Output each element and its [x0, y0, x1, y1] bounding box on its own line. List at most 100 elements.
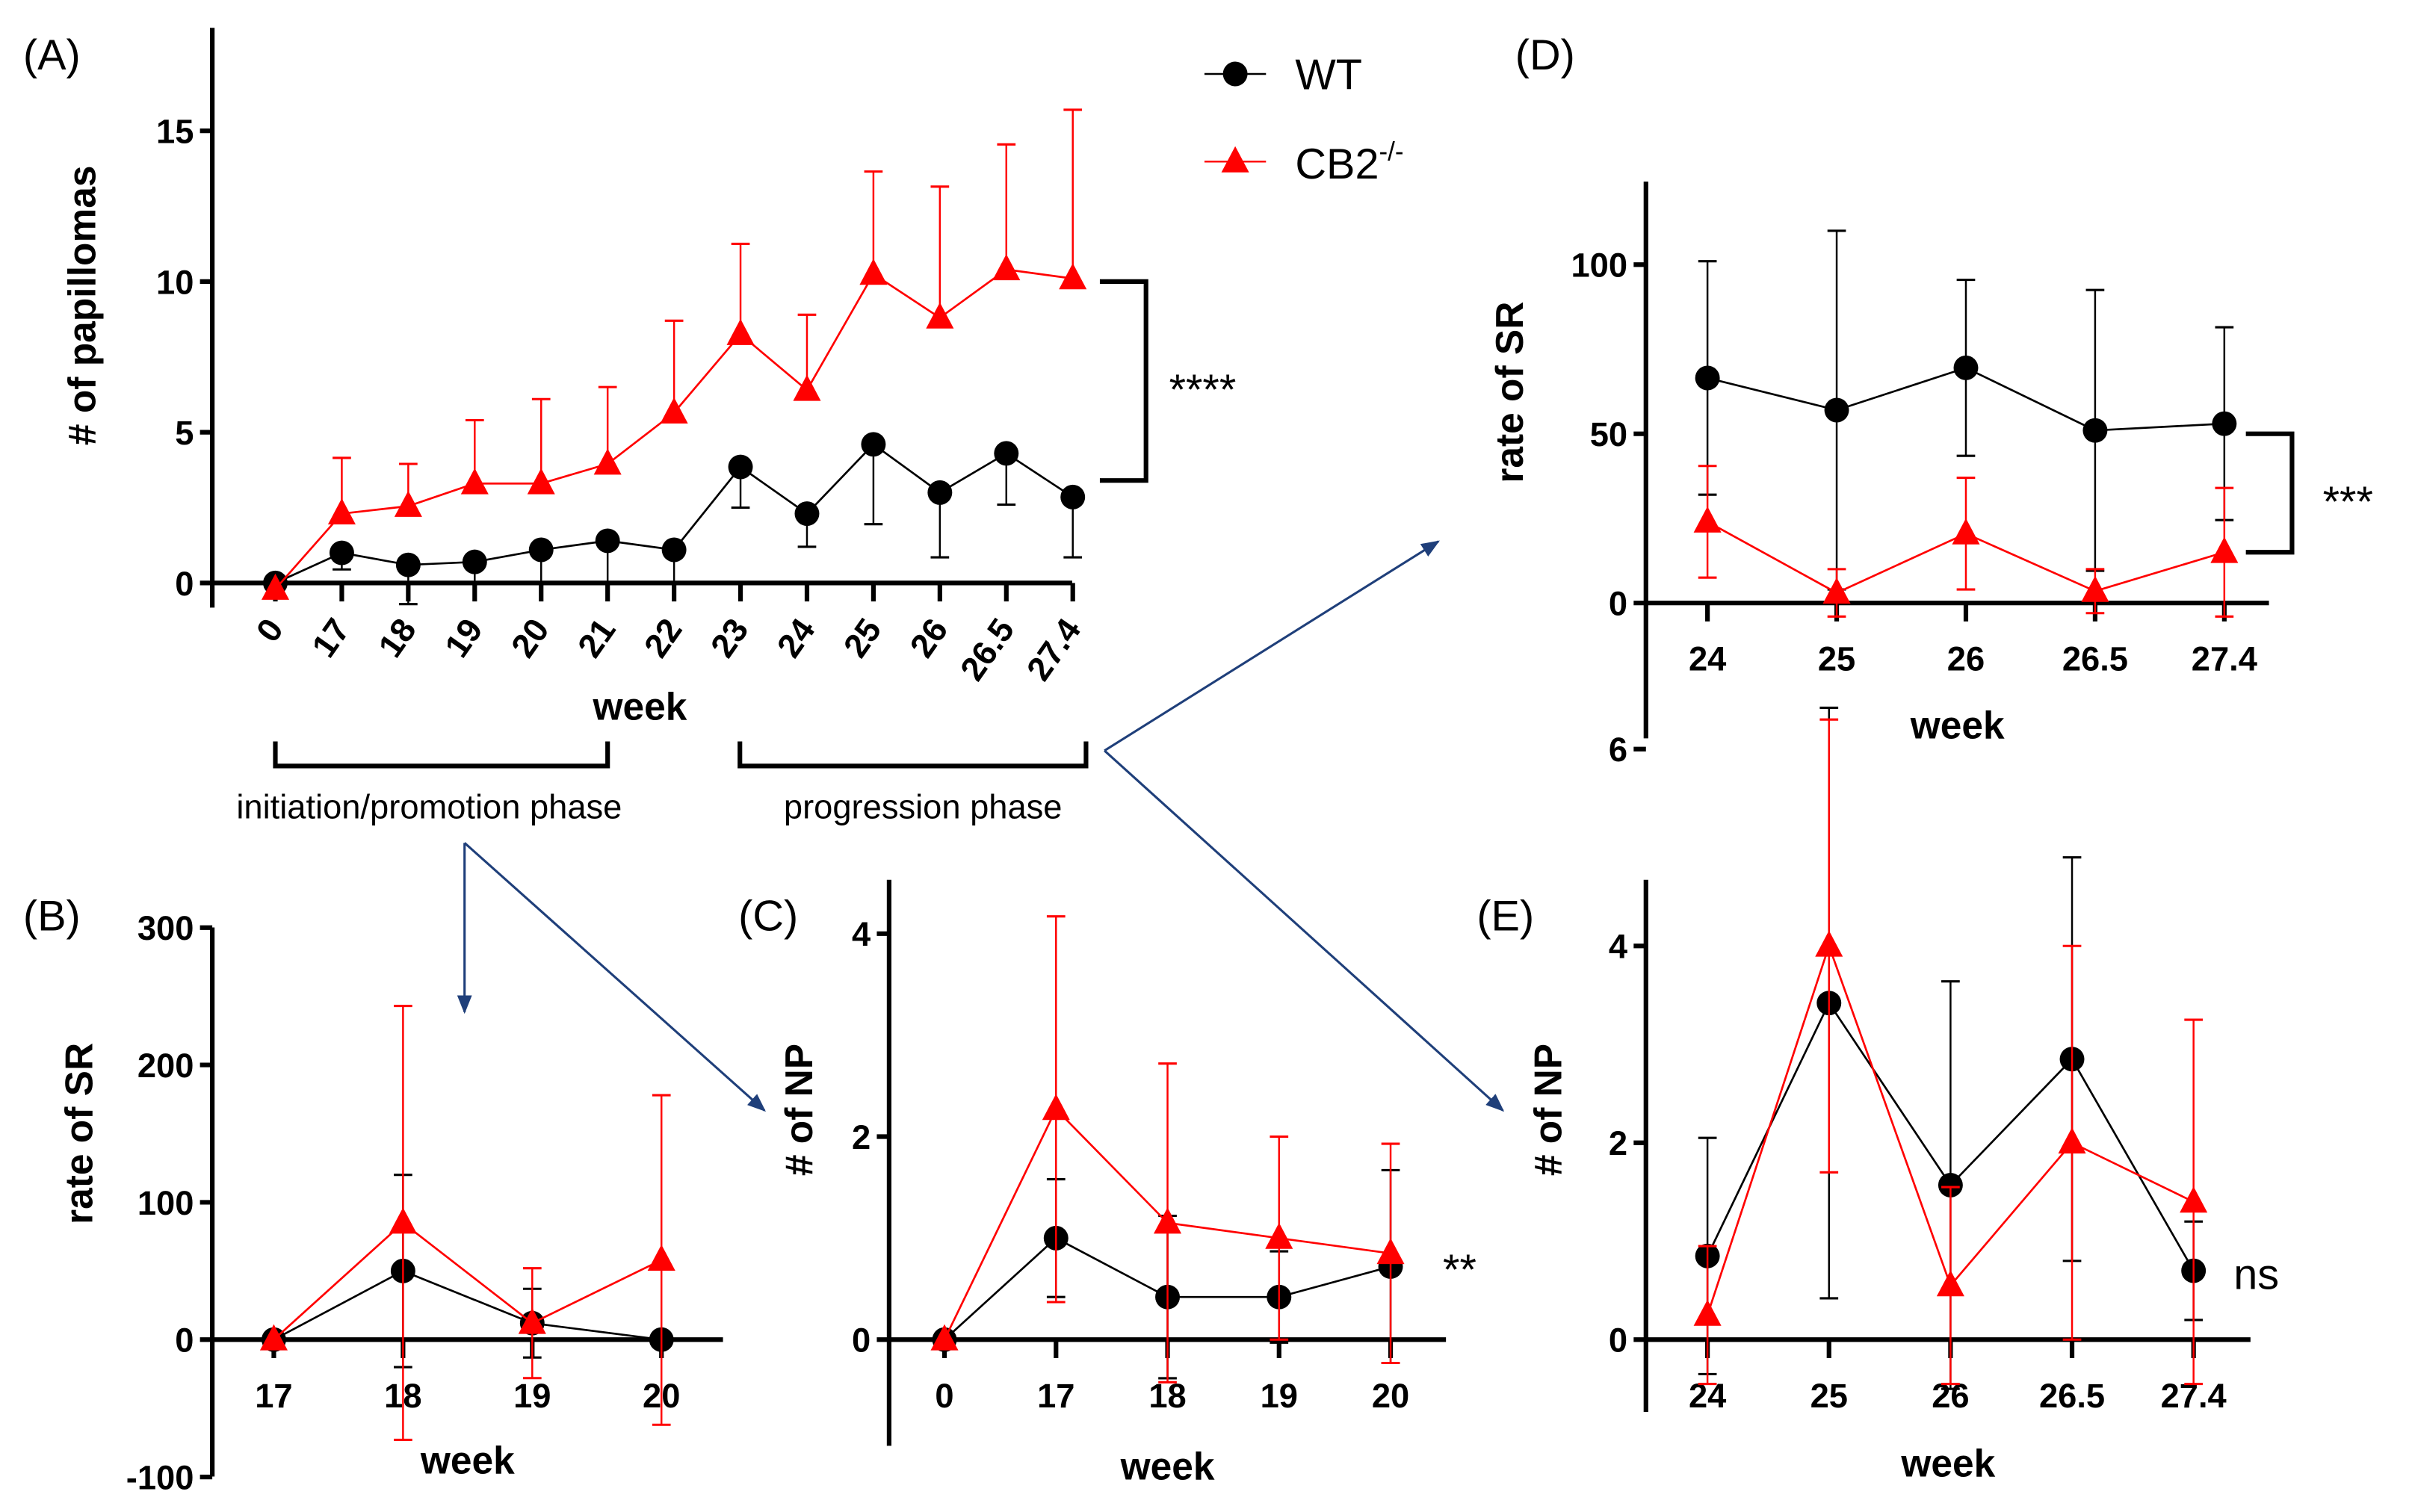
significance-label: **	[1443, 1246, 1476, 1294]
y-tick-label: 0	[175, 565, 194, 603]
x-tick-label: 26.5	[953, 612, 1021, 687]
data-point-cb2	[1042, 1094, 1070, 1121]
x-axis-title: week	[592, 685, 687, 728]
data-point-wt	[794, 501, 820, 527]
data-point-cb2	[1952, 518, 1980, 545]
panel-d: (D) 0 50 100 24 25 26 26.5 27.4 rate of SR week ***	[1488, 31, 2373, 747]
x-tick-label: 25	[836, 612, 889, 665]
y-tick-label: 50	[1590, 415, 1627, 453]
y-tick-label: 100	[1571, 247, 1628, 285]
x-tick-label: 17	[1037, 1377, 1074, 1415]
progression-bracket	[737, 741, 1089, 769]
data-point-cb2	[327, 498, 356, 525]
data-point-wt	[1824, 397, 1849, 423]
phase-brackets: initiation/promotion phase progression p…	[236, 741, 1089, 825]
x-tick-label: 25	[1810, 1377, 1848, 1415]
x-tick-label: 21	[570, 612, 623, 665]
x-tick-label: 27.4	[1019, 612, 1088, 687]
y-tick-label: 5	[175, 414, 194, 452]
data-point-cb2	[647, 1245, 675, 1271]
y-tick-label: 2	[1609, 1124, 1627, 1162]
data-point-wt	[395, 552, 421, 577]
y-tick-label: 0	[1609, 1322, 1627, 1360]
series-cb2	[1693, 465, 2239, 618]
data-point-wt	[1060, 484, 1086, 509]
data-point-cb2	[859, 258, 888, 285]
data-point-wt	[2212, 411, 2237, 436]
panel-label: (C)	[738, 893, 798, 941]
data-point-cb2	[394, 490, 422, 517]
data-point-cb2	[2081, 575, 2109, 602]
panel-label: (A)	[23, 31, 81, 79]
data-point-cb2	[389, 1207, 417, 1234]
y-tick-label: 4	[852, 915, 871, 953]
y-axis-title: rate of SR	[1488, 302, 1531, 483]
connector-arrows	[457, 540, 1505, 1112]
x-tick-label: 25	[1818, 640, 1855, 678]
data-point-cb2	[1265, 1222, 1293, 1249]
data-point-wt	[329, 540, 354, 566]
x-tick-label: 17	[255, 1377, 292, 1415]
data-point-cb2	[992, 254, 1021, 281]
data-point-cb2	[926, 302, 954, 329]
data-point-cb2	[1815, 930, 1843, 957]
data-point-wt	[1953, 355, 1979, 380]
data-point-cb2	[660, 397, 688, 424]
legend-cb2-marker	[1221, 146, 1249, 173]
x-tick-label: 26	[1947, 640, 1985, 678]
data-point-wt	[595, 528, 620, 554]
x-tick-label: 24	[1689, 640, 1726, 678]
significance-label: ns	[2233, 1251, 2279, 1298]
arrow-to-panel-e	[1104, 749, 1505, 1112]
x-tick-label: 26.5	[2039, 1377, 2105, 1415]
y-tick-label: 0	[1609, 585, 1627, 623]
data-point-wt	[861, 432, 886, 457]
data-point-wt	[528, 537, 554, 563]
data-point-wt	[728, 454, 753, 480]
legend: WT CB2-/-	[1204, 52, 1404, 188]
x-tick-label: 20	[1372, 1377, 1409, 1415]
arrow-to-panel-d	[1104, 540, 1440, 752]
y-tick-label: 15	[156, 113, 194, 151]
y-tick-label: 300	[137, 909, 194, 947]
y-axis-title: rate of SR	[58, 1043, 101, 1224]
data-point-wt	[927, 480, 953, 505]
y-axis-title: # of papillomas	[61, 166, 104, 446]
series-cb2	[261, 108, 1087, 600]
x-tick-label: 0	[935, 1377, 953, 1415]
y-tick-label: 200	[137, 1047, 194, 1085]
x-tick-label: 23	[703, 612, 756, 665]
y-tick-label: -100	[126, 1459, 194, 1497]
significance-bracket	[2245, 431, 2295, 555]
data-point-cb2	[930, 1324, 959, 1351]
data-point-cb2	[1059, 263, 1087, 290]
data-point-cb2	[793, 374, 821, 401]
legend-wt-marker	[1222, 61, 1248, 87]
series-line	[273, 1269, 662, 1341]
x-tick-label: 20	[504, 612, 557, 665]
x-tick-label: 24	[770, 612, 823, 665]
data-point-cb2	[261, 573, 290, 600]
x-tick-label: 19	[513, 1377, 551, 1415]
data-point-wt	[2082, 418, 2108, 443]
data-point-cb2	[1154, 1207, 1182, 1234]
series-line	[273, 1221, 662, 1341]
y-tick-label: 10	[156, 263, 194, 301]
y-tick-label: 0	[175, 1322, 194, 1360]
data-point-cb2	[1693, 506, 1722, 533]
data-point-cb2	[460, 468, 489, 495]
legend-cb2-superscript: -/-	[1379, 137, 1404, 166]
progression-phase-label: progression phase	[784, 787, 1063, 825]
series-wt	[263, 432, 1086, 606]
x-tick-label: 17	[304, 612, 357, 665]
legend-wt-label: WT	[1295, 52, 1362, 99]
x-tick-label: 0	[249, 612, 291, 649]
y-tick-label: 100	[137, 1184, 194, 1222]
y-axis-title: # of NP	[777, 1044, 820, 1176]
data-point-wt	[1938, 1172, 1963, 1197]
legend-cb2-text: CB2	[1295, 140, 1379, 188]
series-cb2	[259, 1004, 675, 1442]
